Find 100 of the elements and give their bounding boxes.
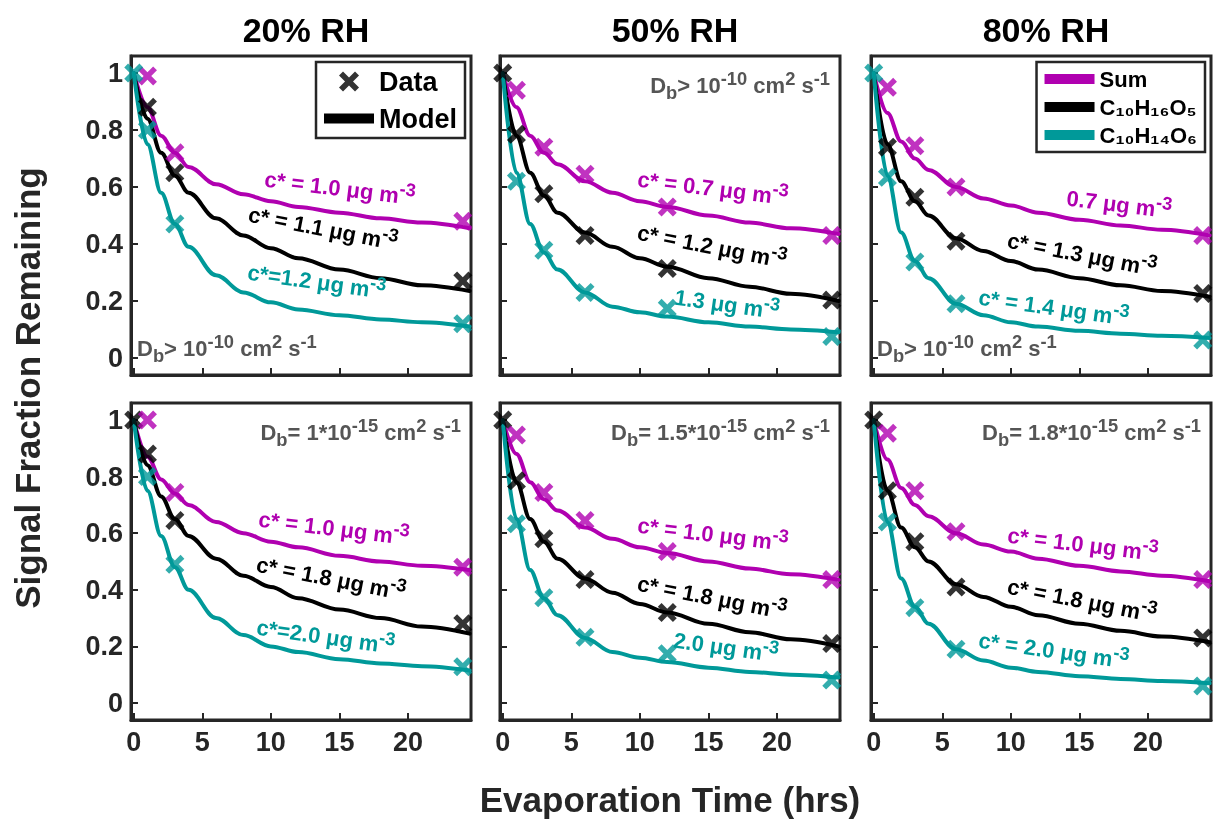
point	[864, 63, 884, 83]
legend-label: Data	[379, 66, 439, 97]
x-tick-label: 5	[563, 726, 579, 757]
x-tick-label: 20	[1132, 726, 1163, 757]
chart-title: 80% RH	[982, 11, 1110, 49]
point	[575, 510, 595, 530]
point	[1193, 570, 1213, 590]
annotation: c* = 1.0 μg m$^{-3}$	[263, 165, 418, 209]
y-tick-label: 1	[107, 58, 123, 89]
legend-label: C₁₀H₁₆O₅	[1099, 94, 1197, 120]
point	[905, 136, 925, 156]
legend-label: Sum	[1099, 66, 1148, 92]
annotation: c*=2.0 μg m$^{-3}$	[255, 613, 398, 658]
point	[657, 602, 677, 622]
point	[137, 444, 157, 464]
y-tick-label: 0	[107, 688, 123, 719]
annotation: c* = 1.4 μg m$^{-3}$	[977, 284, 1132, 330]
point	[453, 314, 473, 334]
point	[506, 425, 526, 445]
text: D$_{b}$= 1.5*10$^{-15}$ cm$^{2}$ s$^{-1}$	[611, 415, 830, 450]
text: D$_{b}$= 1*10$^{-15}$ cm$^{2}$ s$^{-1}$	[260, 415, 461, 450]
point	[493, 410, 513, 430]
y-tick-label: 0.6	[85, 172, 123, 203]
x-tick-label: 10	[995, 726, 1026, 757]
point	[657, 197, 677, 217]
annotation: c* = 1.3 μg m$^{-3}$	[1005, 226, 1160, 280]
annotation: c* = 1.8 μg m$^{-3}$	[1005, 572, 1160, 626]
point	[493, 63, 513, 83]
point	[575, 225, 595, 245]
point	[506, 80, 526, 100]
annotation: c* = 1.8 μg m$^{-3}$	[635, 569, 791, 623]
point	[165, 510, 185, 530]
annotation: 0.7 μg m$^{-3}$	[1065, 185, 1174, 223]
point	[1193, 330, 1213, 350]
point	[453, 211, 473, 231]
legend-label: C₁₀H₁₄O₆	[1099, 122, 1198, 148]
point	[1193, 225, 1213, 245]
point	[137, 410, 157, 430]
point	[506, 471, 526, 491]
point	[137, 97, 157, 117]
point	[877, 167, 897, 187]
annotation: 2.0 μg m$^{-3}$	[672, 626, 781, 666]
x-tick-label: 0	[866, 726, 882, 757]
point	[822, 225, 842, 245]
point	[1193, 628, 1213, 648]
point	[575, 164, 595, 184]
point	[506, 514, 526, 534]
x-tick-label: 10	[624, 726, 655, 757]
x-tick-label: 0	[126, 726, 142, 757]
point	[453, 657, 473, 677]
y-tick-label: 0.2	[85, 285, 123, 316]
point	[534, 588, 554, 608]
point	[905, 252, 925, 272]
y-tick-label: 0.8	[85, 115, 123, 146]
chart-title: 50% RH	[611, 11, 739, 49]
point	[1193, 676, 1213, 696]
annotation: c* = 0.7 μg m$^{-3}$	[636, 165, 791, 210]
point	[946, 577, 966, 597]
annotation: 1.3 μg m$^{-3}$	[673, 284, 783, 324]
point	[822, 570, 842, 590]
point	[165, 554, 185, 574]
point	[506, 124, 526, 144]
point	[946, 177, 966, 197]
text: D$_{b}$> 10$^{-10}$ cm$^{2}$ s$^{-1}$	[877, 331, 1057, 366]
point	[822, 290, 842, 310]
point	[534, 529, 554, 549]
annotation: c* = 1.8 μg m$^{-3}$	[254, 550, 409, 604]
y-tick-label: 0.2	[85, 631, 123, 662]
point	[534, 240, 554, 260]
y-axis-title: Signal Fraction Remaining	[8, 167, 48, 609]
text: D$_{b}$> 10$^{-10}$ cm$^{2}$ s$^{-1}$	[137, 331, 317, 366]
point	[905, 598, 925, 618]
x-tick-label: 20	[392, 726, 423, 757]
annotation: c* = 1.2 μg m$^{-3}$	[635, 218, 791, 272]
point	[657, 542, 677, 562]
point	[877, 481, 897, 501]
point	[165, 482, 185, 502]
point	[822, 670, 842, 690]
point	[822, 634, 842, 654]
point	[877, 512, 897, 532]
point	[1193, 284, 1213, 304]
point	[864, 410, 884, 430]
x-tick-label: 0	[495, 726, 511, 757]
point	[877, 137, 897, 157]
point	[946, 231, 966, 251]
x-tick-label: 5	[934, 726, 950, 757]
point	[506, 171, 526, 191]
point	[946, 294, 966, 314]
y-tick-label: 0.4	[85, 228, 123, 259]
point	[877, 423, 897, 443]
text: D$_{b}$> 10$^{-10}$ cm$^{2}$ s$^{-1}$	[650, 68, 830, 103]
x-axis-title: Evaporation Time (hrs)	[479, 780, 861, 820]
point	[453, 557, 473, 577]
x-tick-label: 10	[255, 726, 286, 757]
point	[946, 522, 966, 542]
annotation: c*=1.2 μg m$^{-3}$	[245, 258, 388, 303]
text: D$_{b}$= 1.8*10$^{-15}$ cm$^{2}$ s$^{-1}$	[982, 415, 1201, 450]
point	[124, 63, 144, 83]
point	[453, 614, 473, 634]
x-tick-label: 15	[324, 726, 355, 757]
